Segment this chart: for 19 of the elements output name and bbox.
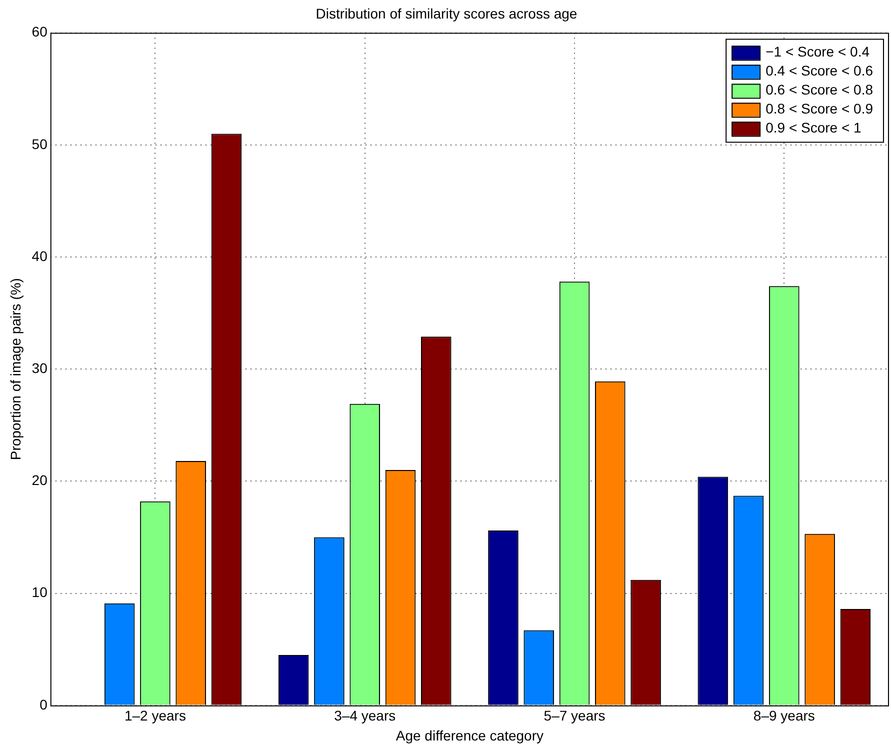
y-tick-label: 10 bbox=[32, 584, 48, 600]
legend-label: −1 < Score < 0.4 bbox=[766, 44, 870, 60]
legend-label: 0.4 < Score < 0.6 bbox=[766, 62, 874, 79]
x-tick-label: 5–7 years bbox=[544, 708, 606, 724]
y-axis-title: Proportion of image pairs (%) bbox=[7, 278, 24, 460]
y-tick-label: 40 bbox=[32, 248, 48, 264]
legend-label: 0.6 < Score < 0.8 bbox=[766, 82, 874, 98]
chart-title: Distribution of similarity scores across age bbox=[316, 5, 578, 22]
legend-label: 0.8 < Score < 0.9 bbox=[766, 100, 874, 117]
y-tick-label: 0 bbox=[40, 696, 48, 712]
y-tick-label: 30 bbox=[32, 360, 48, 376]
legend-label: 0.9 < Score < 1 bbox=[766, 120, 862, 136]
x-tick-label: 8–9 years bbox=[753, 708, 815, 724]
y-tick-label: 20 bbox=[32, 472, 48, 488]
x-tick-label: 1–2 years bbox=[124, 708, 186, 724]
y-tick-label: 60 bbox=[32, 24, 48, 40]
x-axis-title: Age difference category bbox=[396, 727, 544, 744]
y-tick-label: 50 bbox=[32, 136, 48, 152]
x-tick-label: 3–4 years bbox=[334, 708, 396, 724]
